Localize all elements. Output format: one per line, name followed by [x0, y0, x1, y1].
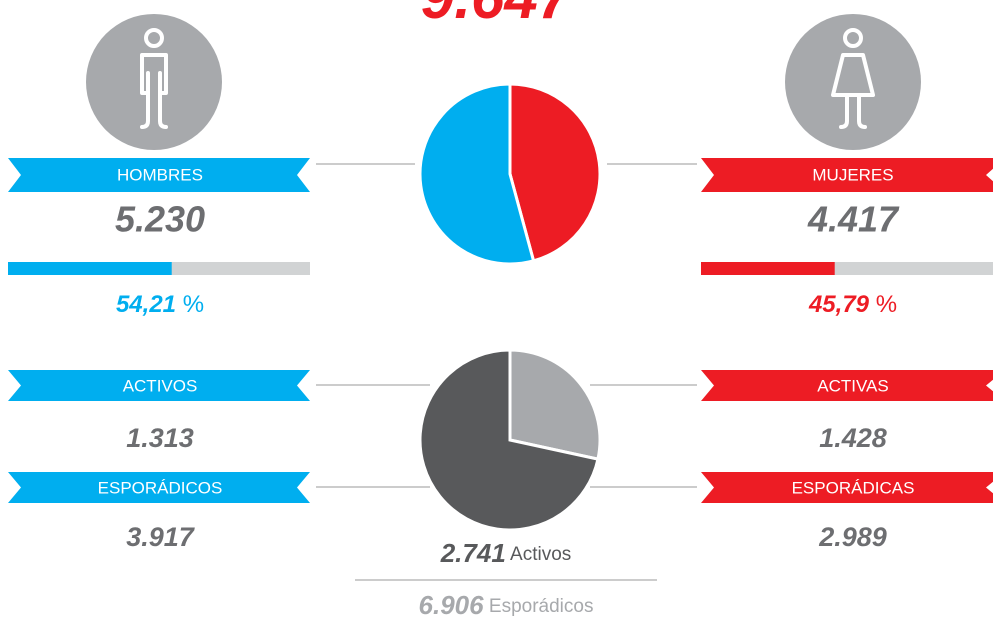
percent-bar	[8, 262, 172, 275]
percent-unit: %	[876, 291, 897, 318]
men-count: 5.230	[115, 199, 205, 240]
women-active: 1.428	[819, 423, 887, 453]
pie-slice	[418, 348, 600, 532]
men-active: 1.313	[126, 423, 194, 453]
connectors	[316, 163, 697, 581]
men-percent: 54,21 %	[116, 291, 204, 318]
sporadic-total-label: Esporádicos	[489, 596, 594, 617]
pie-slice	[418, 82, 536, 266]
women-label: MUJERES	[812, 165, 893, 184]
pie-slice	[508, 348, 602, 461]
men-sporadic: 3.917	[126, 522, 196, 552]
men-active-label: ACTIVOS	[123, 376, 198, 395]
sporadic-total-value: 6.906	[419, 590, 485, 620]
percent-unit: %	[183, 291, 204, 318]
active-total-value: 2.741	[440, 538, 506, 568]
women-percent-value: 45,79	[808, 291, 870, 318]
pie-slice	[508, 82, 602, 263]
total: 9.647	[421, 0, 574, 31]
banners	[8, 158, 993, 503]
sporadic-total: 6.906 Esporádicos	[419, 590, 594, 620]
active-total: 2.741 Activos	[440, 538, 572, 568]
women-sporadic-label: ESPORÁDICAS	[792, 478, 915, 497]
women-percent: 45,79 %	[808, 291, 897, 318]
women-sporadic: 2.989	[818, 522, 887, 552]
men-sporadic-label: ESPORÁDICOS	[98, 478, 223, 497]
woman-icon	[785, 14, 921, 150]
percent-bar	[701, 262, 835, 275]
active-total-label: Activos	[510, 544, 571, 565]
women-count: 4.417	[807, 199, 900, 240]
men-label: HOMBRES	[117, 165, 203, 184]
men-percent-value: 54,21	[116, 291, 176, 318]
man-icon	[86, 14, 222, 150]
women-active-label: ACTIVAS	[817, 376, 888, 395]
